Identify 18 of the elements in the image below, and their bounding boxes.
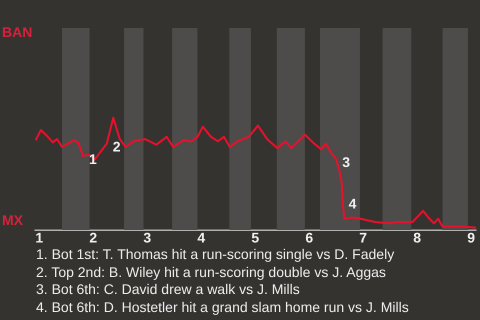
x-tick-label: 9 xyxy=(467,229,476,246)
text: BAN xyxy=(2,24,32,40)
x-tick-label: 2 xyxy=(89,229,98,246)
annotation: 4 xyxy=(348,196,357,212)
x-tick-label: 5 xyxy=(251,229,260,246)
x-tick-label: 8 xyxy=(413,229,422,246)
text: 4. Bot 6th: D. Hostetler hit a grand slam home run vs J. Mills xyxy=(36,298,409,316)
text: MX xyxy=(2,212,23,228)
x-tick-label: 3 xyxy=(143,229,152,246)
x-tick-label: 7 xyxy=(359,229,368,246)
annotation: 3 xyxy=(342,154,350,170)
text: 1. Bot 1st: T. Thomas hit a run-scoring single vs D. Fadely xyxy=(36,246,396,264)
x-tick-label: 1 xyxy=(35,229,44,246)
text: 3. Bot 6th: C. David drew a walk vs J. Mills xyxy=(36,281,301,298)
text: 2. Top 2nd: B. Wiley hit a run-scoring double vs J. Aggas xyxy=(36,264,387,281)
annotation: 2 xyxy=(112,138,121,154)
x-tick-label: 4 xyxy=(197,229,206,246)
x-tick-label: 6 xyxy=(305,229,314,246)
